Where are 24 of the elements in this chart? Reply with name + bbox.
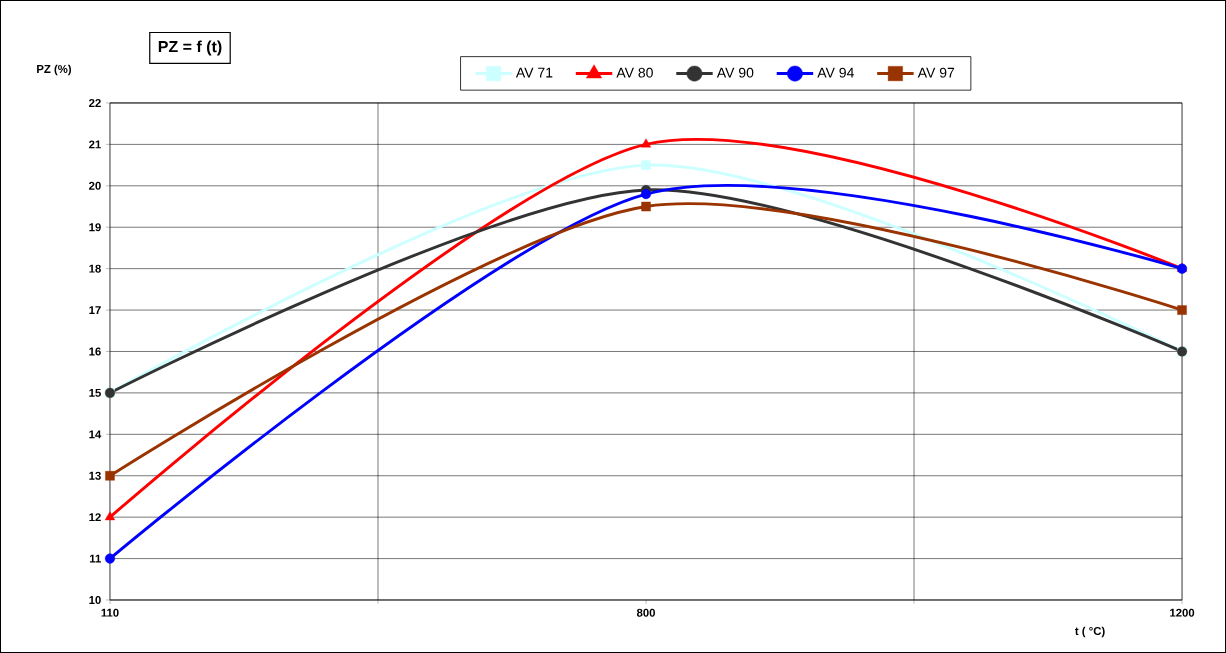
y-tick-label: 22: [89, 99, 101, 107]
y-tick-label: 12: [89, 513, 101, 522]
y-tick-label: 20: [89, 181, 101, 190]
y-tick-label: 11: [89, 554, 101, 563]
y-tick-label: 10: [89, 596, 101, 605]
x-tick-label: 800: [636, 608, 655, 617]
y-tick-label: 14: [89, 430, 102, 439]
legend-label: AV 94: [817, 67, 854, 78]
legend-label: AV 90: [716, 67, 754, 78]
y-axis-title: PZ (%): [37, 64, 72, 76]
y-tick-label: 18: [89, 264, 101, 273]
legend-label: AV 80: [616, 67, 653, 78]
x-tick-label: 110: [101, 608, 119, 617]
y-tick-label: 21: [89, 140, 101, 149]
chart-title: PZ = f (t): [158, 40, 222, 56]
x-tick-label: 1200: [1170, 608, 1195, 617]
legend-label: AV 71: [515, 67, 553, 78]
legend-label: AV 97: [917, 67, 955, 78]
y-tick-label: 17: [89, 306, 101, 314]
y-tick-label: 15: [89, 388, 101, 397]
y-tick-label: 19: [89, 223, 101, 232]
y-tick-label: 13: [89, 471, 101, 480]
y-tick-label: 16: [89, 347, 101, 356]
x-axis-title: t ( °C): [1075, 626, 1105, 638]
